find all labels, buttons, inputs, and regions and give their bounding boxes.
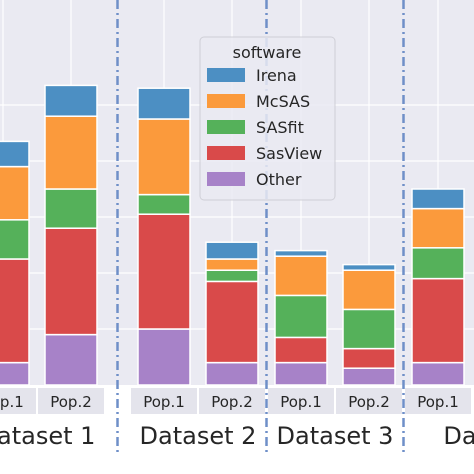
bar-segment-irena <box>411 188 465 210</box>
bar-segment-mcsas <box>274 255 328 297</box>
tick-label: Pop.2 <box>211 393 253 411</box>
bar-segment-mcsas <box>0 165 30 221</box>
bar-segment-irena <box>205 241 259 260</box>
group-label-dataset-1: Dataset 1 <box>0 422 95 450</box>
legend-swatch-other <box>207 172 245 186</box>
group-labels: Dataset 1 Dataset 2 Dataset 3 Data <box>0 422 474 450</box>
tick-labels: Pop.1 Pop.2 Pop.1 Pop.2 Pop.1 Pop.2 Pop.1 <box>0 388 471 414</box>
legend-label-sasfit: SASfit <box>256 118 304 137</box>
bar-segment-irena <box>0 140 30 168</box>
legend: software Irena McSAS SASfit SasView Other <box>199 36 336 201</box>
tick-label: Pop.2 <box>50 393 92 411</box>
tick-label-box <box>131 388 197 414</box>
bar-segment-irena <box>44 84 98 117</box>
legend-swatch-irena <box>207 68 245 82</box>
bar-segment-sasfit <box>411 247 465 280</box>
tick-label-box <box>0 388 36 414</box>
bar-segment-other <box>274 361 328 386</box>
bar-segment-sasfit <box>44 188 98 229</box>
bar-segment-sasview <box>274 336 328 364</box>
tick-label: Pop.1 <box>0 393 24 411</box>
group-label-data: Data <box>443 422 474 450</box>
tick-label: Pop.1 <box>143 393 185 411</box>
bar-segment-sasfit <box>342 308 396 350</box>
bar-segment-mcsas <box>205 258 259 271</box>
legend-label-sasview: SasView <box>256 144 322 163</box>
legend-swatch-mcsas <box>207 94 245 108</box>
tick-label: Pop.1 <box>280 393 322 411</box>
tick-label-box <box>336 388 402 414</box>
bar-segment-mcsas <box>44 115 98 190</box>
bar-segment-other <box>342 367 396 386</box>
bar-segment-sasview <box>342 347 396 369</box>
bar-segment-sasview <box>205 280 259 364</box>
bar-segment-sasfit <box>205 269 259 283</box>
bar-segment-sasview <box>0 258 30 364</box>
bar-segment-sasfit <box>274 294 328 339</box>
bar-segment-mcsas <box>137 118 191 196</box>
bar-segment-mcsas <box>342 269 396 311</box>
tick-label-box <box>268 388 334 414</box>
bar-segment-sasview <box>411 277 465 364</box>
tick-label: Pop.2 <box>348 393 390 411</box>
bar-segment-sasview <box>137 213 191 330</box>
bar-segment-other <box>0 361 30 386</box>
bar-segment-other <box>137 328 191 386</box>
legend-swatch-sasfit <box>207 120 245 134</box>
group-label-dataset-3: Dataset 3 <box>277 422 394 450</box>
legend-label-irena: Irena <box>256 66 297 85</box>
bar-segment-other <box>44 333 98 386</box>
bar-segment-irena <box>274 249 328 257</box>
legend-swatch-sasview <box>207 146 245 160</box>
tick-label-box <box>199 388 265 414</box>
tick-label-box <box>405 388 471 414</box>
bar-segment-sasview <box>44 227 98 336</box>
legend-entries: Irena McSAS SASfit SasView Other <box>207 66 322 189</box>
bar-segment-other <box>411 361 465 386</box>
bar-segment-irena <box>342 263 396 271</box>
legend-label-mcsas: McSAS <box>256 92 310 111</box>
legend-label-other: Other <box>256 170 302 189</box>
bar-segment-other <box>205 361 259 386</box>
tick-label-box <box>38 388 104 414</box>
bars <box>0 84 465 386</box>
bar-segment-sasfit <box>137 193 191 215</box>
bar-segment-irena <box>137 87 191 120</box>
group-label-dataset-2: Dataset 2 <box>140 422 257 450</box>
legend-title: software <box>233 43 302 62</box>
bar-segment-sasfit <box>0 219 30 260</box>
bar-segment-mcsas <box>411 207 465 249</box>
tick-label: Pop.1 <box>417 393 459 411</box>
